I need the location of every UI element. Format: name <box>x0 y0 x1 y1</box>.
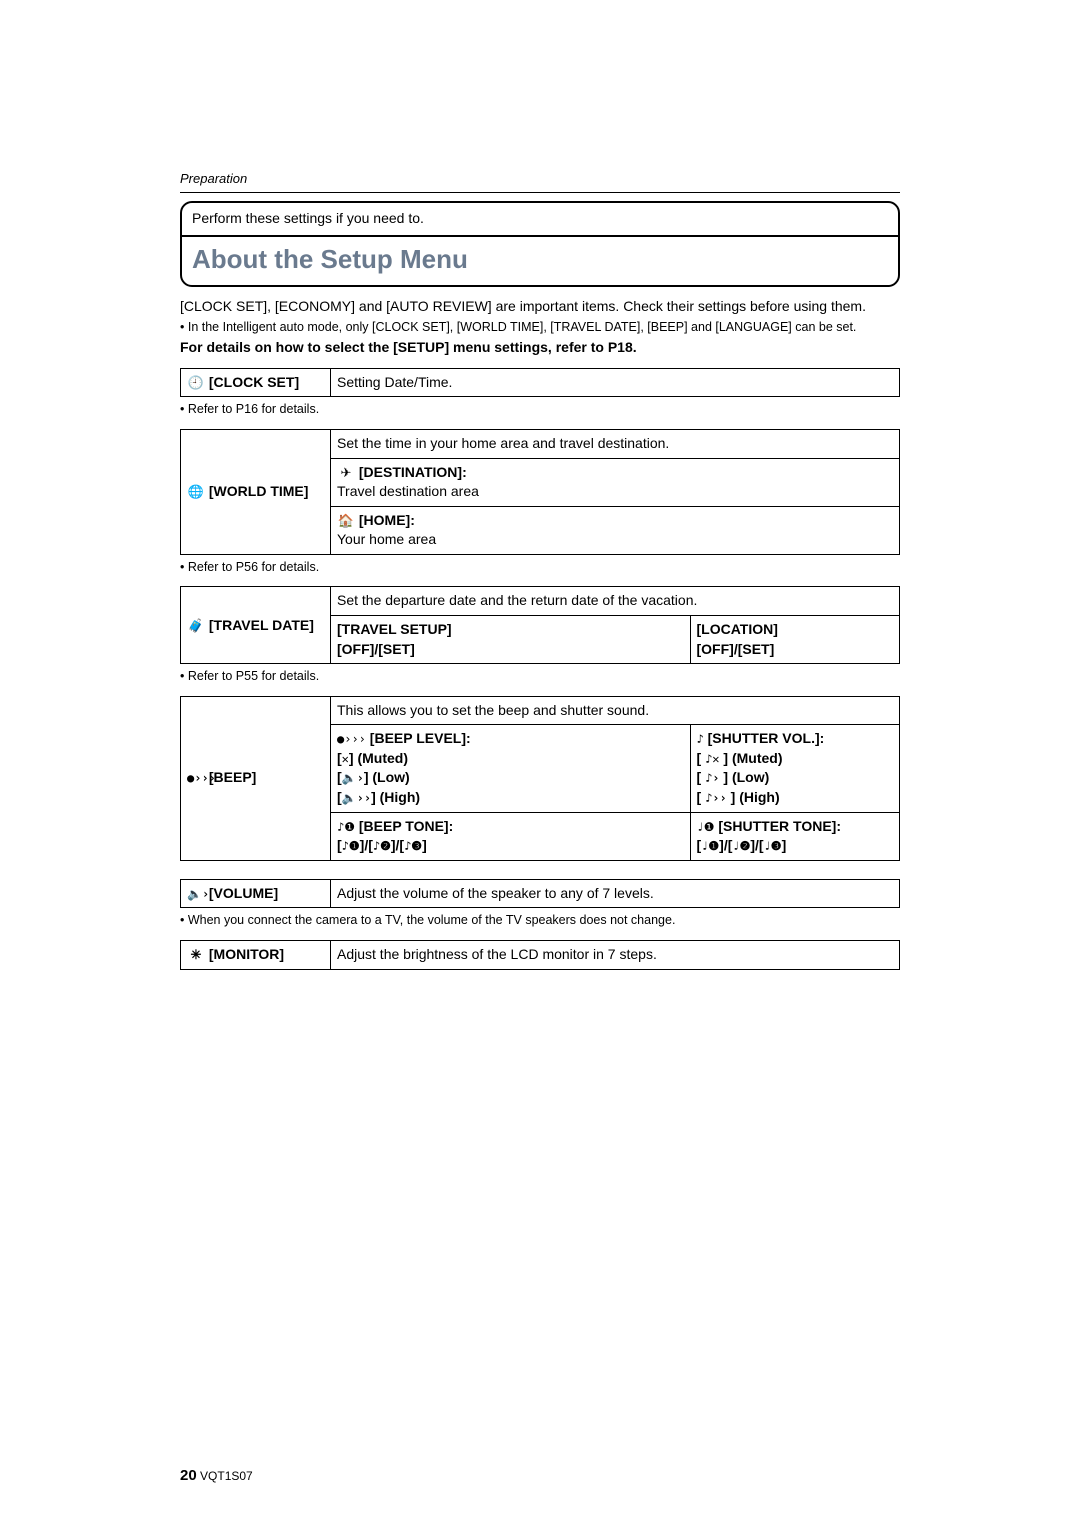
shutter-vol-icon: ♪ <box>697 732 704 746</box>
clock-note: • Refer to P16 for details. <box>180 401 900 419</box>
home-desc: Your home area <box>337 531 436 547</box>
travel-date-table: 🧳 [TRAVEL DATE] Set the departure date a… <box>180 586 900 664</box>
clock-set-table: 🕘 [CLOCK SET] Setting Date/Time. <box>180 368 900 398</box>
monitor-desc: Adjust the brightness of the LCD monitor… <box>331 940 900 969</box>
beep-tone-opts: [♪❶]/[♪❷]/[♪❸] <box>337 837 427 853</box>
travel-label: [TRAVEL DATE] <box>209 617 314 633</box>
home-icon: 🏠 <box>337 512 355 530</box>
volume-label: [VOLUME] <box>209 885 278 901</box>
location-opts: [OFF]/[SET] <box>697 641 775 657</box>
doc-code: VQT1S07 <box>200 1469 253 1483</box>
shutter-low: [ ♪› ] (Low) <box>697 769 770 785</box>
beep-tone-icon: ♪❶ <box>337 820 355 834</box>
beep-label: [BEEP] <box>209 769 256 785</box>
travel-note: • Refer to P55 for details. <box>180 668 900 686</box>
divider <box>180 192 900 193</box>
beep-high: [🔈››] (High) <box>337 789 420 805</box>
intro-p2: • In the Intelligent auto mode, only [CL… <box>180 319 900 337</box>
intro-p3: For details on how to select the [SETUP]… <box>180 338 900 358</box>
shutter-tone-opts: [♩❶]/[♩❷]/[♩❸] <box>697 837 787 853</box>
beep-low: [🔈›] (Low) <box>337 769 410 785</box>
globe-icon: 🌐 <box>187 483 205 501</box>
volume-note: • When you connect the camera to a TV, t… <box>180 912 900 930</box>
location-label: [LOCATION] <box>697 621 778 637</box>
clock-desc: Setting Date/Time. <box>331 368 900 397</box>
page-footer: 20 VQT1S07 <box>180 1465 253 1486</box>
home-label: [HOME]: <box>359 512 415 528</box>
travel-row1: Set the departure date and the return da… <box>331 587 900 616</box>
shutter-high: [ ♪›› ] (High) <box>697 789 780 805</box>
intro-block: [CLOCK SET], [ECONOMY] and [AUTO REVIEW]… <box>180 297 900 358</box>
shutter-vol-label: [SHUTTER VOL.]: <box>708 730 825 746</box>
world-label: [WORLD TIME] <box>209 483 309 499</box>
beep-level-label: [BEEP LEVEL]: <box>370 730 471 746</box>
travel-setup-label: [TRAVEL SETUP] <box>337 621 452 637</box>
beep-table: ●››› [BEEP] This allows you to set the b… <box>180 696 900 861</box>
page-title: About the Setup Menu <box>192 241 888 279</box>
page-number: 20 <box>180 1467 197 1484</box>
volume-desc: Adjust the volume of the speaker to any … <box>331 879 900 908</box>
beep-icon: ●››› <box>187 770 205 787</box>
beep-muted: [✕] (Muted) <box>337 750 408 766</box>
clock-label: [CLOCK SET] <box>209 374 299 390</box>
dest-label: [DESTINATION]: <box>359 464 467 480</box>
title-box: Perform these settings if you need to. A… <box>180 201 900 287</box>
inner-divider <box>182 235 898 237</box>
suitcase-icon: 🧳 <box>187 617 205 635</box>
brightness-icon: ✳ <box>187 946 205 964</box>
intro-p1: [CLOCK SET], [ECONOMY] and [AUTO REVIEW]… <box>180 297 900 317</box>
shutter-tone-icon: ♩❶ <box>697 820 715 834</box>
beep-row1: This allows you to set the beep and shut… <box>331 696 900 725</box>
section-header: Preparation <box>180 170 900 188</box>
world-time-table: 🌐 [WORLD TIME] Set the time in your home… <box>180 429 900 555</box>
clock-icon: 🕘 <box>187 374 205 392</box>
monitor-table: ✳ [MONITOR] Adjust the brightness of the… <box>180 940 900 970</box>
plane-icon: ✈ <box>337 464 355 482</box>
shutter-muted: [ ♪✕ ] (Muted) <box>697 750 783 766</box>
lead-text: Perform these settings if you need to. <box>192 209 888 229</box>
travel-setup-opts: [OFF]/[SET] <box>337 641 415 657</box>
beep-tone-label: [BEEP TONE]: <box>359 818 453 834</box>
world-row1: Set the time in your home area and trave… <box>331 429 900 458</box>
volume-table: 🔈› [VOLUME] Adjust the volume of the spe… <box>180 879 900 909</box>
world-note: • Refer to P56 for details. <box>180 559 900 577</box>
dest-desc: Travel destination area <box>337 483 479 499</box>
volume-icon: 🔈› <box>187 886 205 903</box>
shutter-tone-label: [SHUTTER TONE]: <box>718 818 841 834</box>
monitor-label: [MONITOR] <box>209 946 284 962</box>
beep-level-icon: ●››› <box>337 732 366 746</box>
